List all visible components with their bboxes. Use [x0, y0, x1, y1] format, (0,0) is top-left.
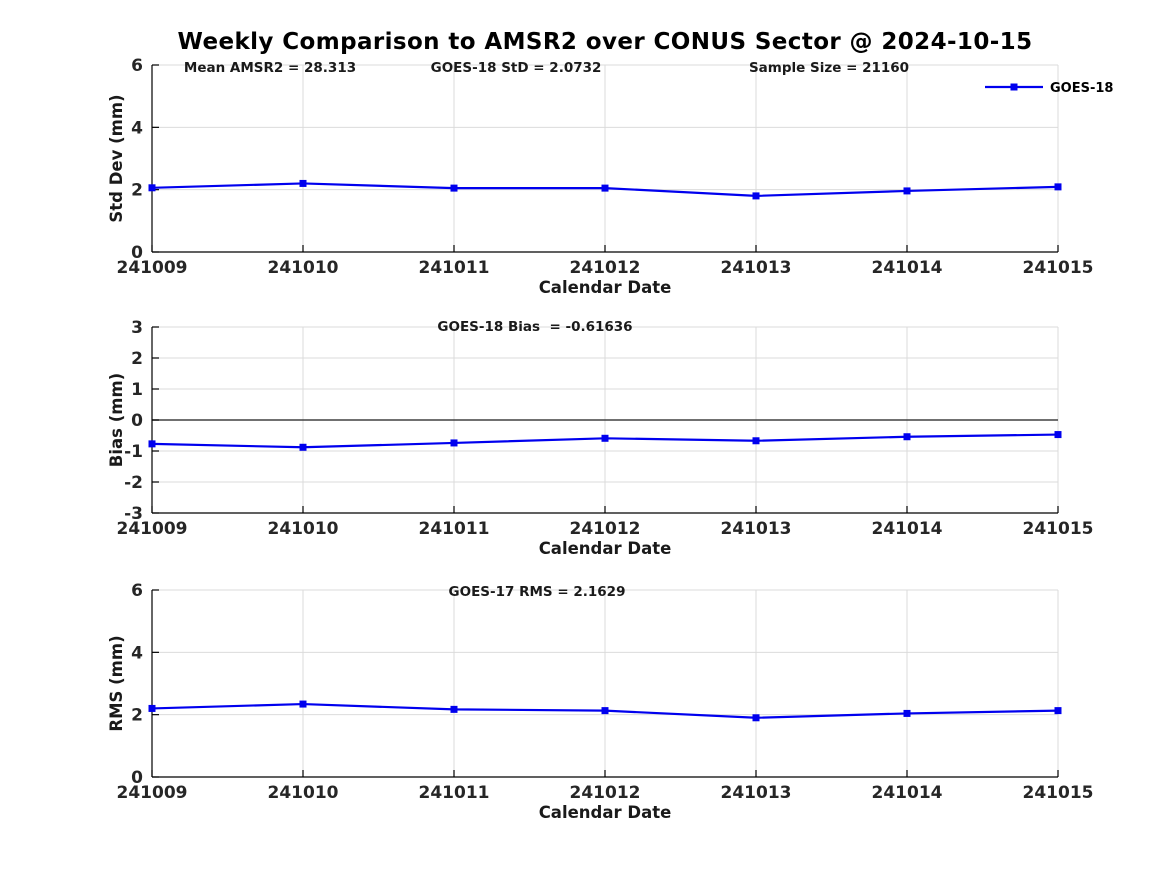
x-tick-label: 241012: [570, 783, 641, 803]
data-point-marker: [299, 179, 307, 187]
data-point-marker: [752, 192, 760, 200]
x-tick-label: 241011: [419, 519, 490, 539]
y-tick-label: -3: [124, 504, 143, 524]
data-point-marker: [299, 700, 307, 708]
data-point-marker: [752, 437, 760, 445]
x-axis-label: Calendar Date: [539, 539, 672, 558]
annotation: GOES-18 Bias = -0.61636: [437, 319, 632, 335]
y-tick-label: 6: [131, 581, 143, 601]
x-tick-label: 241014: [872, 519, 943, 539]
legend-label: GOES-18: [1050, 81, 1113, 96]
data-point-marker: [148, 704, 156, 712]
x-tick-label: 241009: [117, 519, 188, 539]
x-tick-label: 241011: [419, 783, 490, 803]
data-point-marker: [601, 184, 609, 192]
y-tick-label: 4: [131, 118, 143, 138]
y-tick-label: 4: [131, 643, 143, 663]
y-tick-label: -1: [124, 442, 143, 462]
data-point-marker: [601, 434, 609, 442]
annotation: Mean AMSR2 = 28.313: [184, 60, 356, 76]
y-axis-label: RMS (mm): [107, 635, 126, 731]
x-tick-label: 241015: [1023, 258, 1094, 278]
y-tick-label: 1: [131, 380, 143, 400]
y-tick-label: -2: [124, 473, 143, 493]
data-point-marker: [1054, 431, 1062, 439]
rms-panel: 0 2 4 6 241009 241010 241011 241012 241013 241014…: [107, 581, 1093, 822]
data-point-marker: [601, 707, 609, 715]
data-point-marker: [450, 705, 458, 713]
data-point-marker: [148, 184, 156, 192]
x-tick-label: 241014: [872, 258, 943, 278]
y-tick-label: 0: [131, 768, 143, 788]
data-point-marker: [148, 440, 156, 448]
x-axis-label: Calendar Date: [539, 803, 672, 822]
y-tick-label: 2: [131, 349, 143, 369]
x-tick-label: 241012: [570, 258, 641, 278]
y-tick-label: 2: [131, 181, 143, 201]
annotation: GOES-18 StD = 2.0732: [431, 60, 602, 76]
x-tick-label: 241011: [419, 258, 490, 278]
data-point-marker: [1054, 707, 1062, 715]
y-axis-label: Std Dev (mm): [107, 94, 126, 222]
x-tick-label: 241013: [721, 783, 792, 803]
legend-marker: [1010, 83, 1018, 91]
y-tick-label: 3: [131, 318, 143, 338]
data-point-marker: [450, 439, 458, 447]
x-tick-label: 241009: [117, 783, 188, 803]
data-point-marker: [903, 709, 911, 717]
x-axis-label: Calendar Date: [539, 278, 672, 297]
y-tick-label: 6: [131, 56, 143, 76]
annotation: GOES-17 RMS = 2.1629: [449, 584, 626, 600]
data-point-marker: [450, 184, 458, 192]
data-point-marker: [903, 433, 911, 441]
bias-panel: -3 -2 -1 0 1 2 3 241009 241010 241011 241012 241013…: [107, 318, 1093, 558]
std-dev-panel: 0 2 4 6 241009 241010 241011 241012 241013 241014…: [107, 56, 1113, 297]
x-tick-label: 241010: [268, 519, 339, 539]
data-point-marker: [752, 714, 760, 722]
x-tick-label: 241012: [570, 519, 641, 539]
legend: GOES-18: [985, 81, 1113, 96]
data-point-marker: [299, 443, 307, 451]
x-tick-label: 241015: [1023, 783, 1094, 803]
figure-title: Weekly Comparison to AMSR2 over CONUS Se…: [177, 29, 1033, 55]
x-tick-label: 241014: [872, 783, 943, 803]
y-tick-label: 2: [131, 706, 143, 726]
y-axis-label: Bias (mm): [107, 373, 126, 467]
data-point-marker: [1054, 183, 1062, 191]
data-point-marker: [903, 187, 911, 195]
x-tick-label: 241015: [1023, 519, 1094, 539]
x-tick-label: 241013: [721, 258, 792, 278]
annotation: Sample Size = 21160: [749, 60, 909, 76]
x-tick-label: 241010: [268, 783, 339, 803]
y-tick-label: 0: [131, 411, 143, 431]
y-tick-label: 0: [131, 243, 143, 263]
x-tick-label: 241013: [721, 519, 792, 539]
x-tick-label: 241010: [268, 258, 339, 278]
x-tick-label: 241009: [117, 258, 188, 278]
